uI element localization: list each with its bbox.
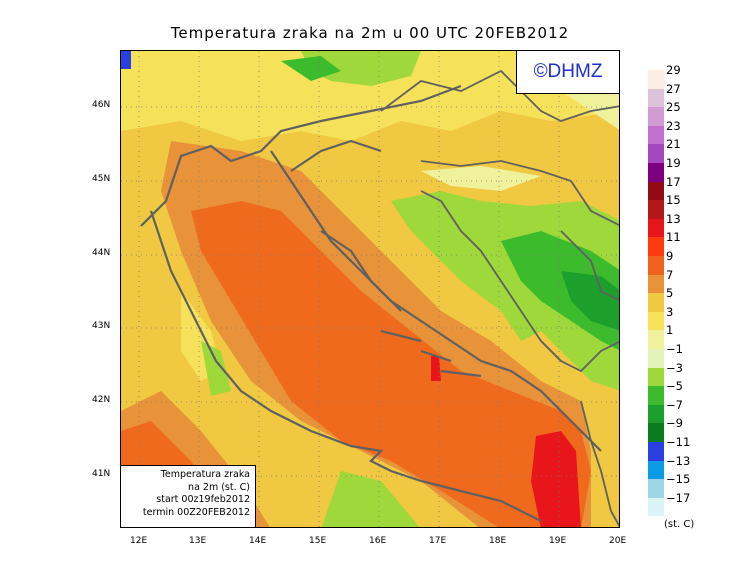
island-chain	[320, 230, 402, 312]
legend-label: 9	[666, 249, 674, 263]
info-box: Temperatura zraka na 2m (st. C) start 00…	[120, 465, 256, 528]
legend-swatch	[648, 404, 664, 424]
lon-label: 20E	[609, 536, 627, 546]
legend-swatch	[648, 423, 664, 442]
legend-swatch	[648, 330, 664, 349]
info-line-3: start 00z19feb2012	[156, 494, 250, 505]
legend-swatch	[648, 107, 664, 126]
legend-swatch	[648, 70, 664, 89]
lat-label: 41N	[92, 469, 111, 479]
croatian-coast	[270, 150, 602, 452]
legend-label: 17	[666, 174, 681, 189]
legend-label: −5	[666, 379, 683, 394]
lon-label: 16E	[369, 536, 387, 546]
legend-label: −1	[666, 342, 683, 356]
legend-label: 5	[666, 286, 674, 301]
legend-label: 29	[666, 63, 681, 77]
lat-label: 42N	[92, 395, 111, 405]
legend-swatch	[648, 367, 664, 387]
legend-label: −3	[666, 360, 683, 375]
apennine-cold-zone	[201, 341, 231, 396]
alpine-cold-zone	[301, 51, 421, 86]
lon-label: 19E	[549, 536, 567, 546]
legend-swatch	[648, 200, 664, 219]
southern-islands	[380, 329, 482, 378]
legend-label: −17	[666, 490, 691, 505]
legend-swatch	[648, 442, 664, 461]
legend-label: −7	[666, 397, 683, 412]
lon-label: 18E	[489, 536, 507, 546]
info-line-1: Temperatura zraka	[160, 469, 250, 480]
border-albania	[580, 400, 619, 527]
adriatic-sea-warm	[191, 201, 591, 527]
italian-coast	[149, 210, 542, 522]
legend-swatch	[648, 274, 664, 294]
sea-hot-spot	[431, 356, 441, 381]
legend-label: 11	[666, 230, 681, 245]
lon-label: 13E	[189, 536, 207, 546]
legend-swatch	[648, 144, 664, 163]
border-sava	[420, 160, 619, 227]
legend-swatch	[648, 386, 664, 405]
info-line-2: na 2m (st. C)	[188, 481, 250, 493]
map-canvas	[121, 51, 619, 527]
map-title: Temperatura zraka na 2m u 00 UTC 20FEB20…	[170, 24, 570, 42]
lat-label: 43N	[92, 321, 111, 331]
legend-label: −15	[666, 472, 691, 487]
legend-swatch	[648, 88, 664, 108]
lat-label: 46N	[92, 100, 111, 110]
south-cold-zone	[321, 471, 420, 527]
border-montenegro	[540, 340, 619, 373]
legend-label: 7	[666, 267, 674, 282]
border-serbia	[560, 230, 619, 302]
legend-swatch	[648, 293, 664, 312]
legend-swatch	[648, 497, 664, 517]
lat-label: 44N	[92, 248, 111, 258]
legend-swatch	[648, 125, 664, 145]
legend-unit: (st. C)	[664, 519, 695, 530]
temperature-map	[120, 50, 620, 528]
legend-label: −9	[666, 416, 683, 431]
legend-label: 23	[666, 118, 681, 133]
coastlines	[140, 84, 602, 522]
legend-label: 25	[666, 100, 681, 115]
inland-pale-zone	[421, 166, 541, 191]
northern-coast	[140, 84, 462, 227]
istria-outline	[290, 139, 382, 172]
legend-label: 13	[666, 211, 681, 226]
legend-swatch	[648, 163, 664, 182]
legend-swatch	[648, 256, 664, 275]
border-bosnia	[420, 190, 562, 362]
sea-hot-patch	[531, 431, 581, 527]
lon-label: 15E	[309, 536, 327, 546]
lon-label: 12E	[130, 536, 148, 546]
inland-coldest-zone	[561, 271, 619, 331]
legend-label: 3	[666, 304, 674, 319]
legend-label: −13	[666, 453, 691, 468]
lon-label: 14E	[249, 536, 267, 546]
legend-label: 27	[666, 81, 681, 96]
legend-label: 15	[666, 193, 681, 208]
lon-label: 17E	[429, 536, 447, 546]
lat-label: 45N	[92, 174, 111, 184]
legend-label: 19	[666, 156, 681, 170]
legend-swatch	[648, 460, 664, 480]
legend-swatch	[648, 181, 664, 201]
legend-swatch	[648, 349, 664, 368]
legend-swatch	[648, 479, 664, 498]
legend-label: 21	[666, 137, 681, 152]
corner-cold-zone	[121, 51, 131, 69]
legend-label: 1	[666, 323, 674, 338]
legend-swatch	[648, 218, 664, 238]
alpine-colder-zone	[281, 56, 341, 81]
graticule	[121, 51, 619, 527]
dhmz-logo: ©DHMZ	[516, 50, 620, 94]
legend-swatch	[648, 237, 664, 256]
legend-swatch	[648, 311, 664, 331]
legend-label: −11	[666, 435, 691, 449]
info-line-4: termin 00Z20FEB2012	[142, 506, 250, 518]
